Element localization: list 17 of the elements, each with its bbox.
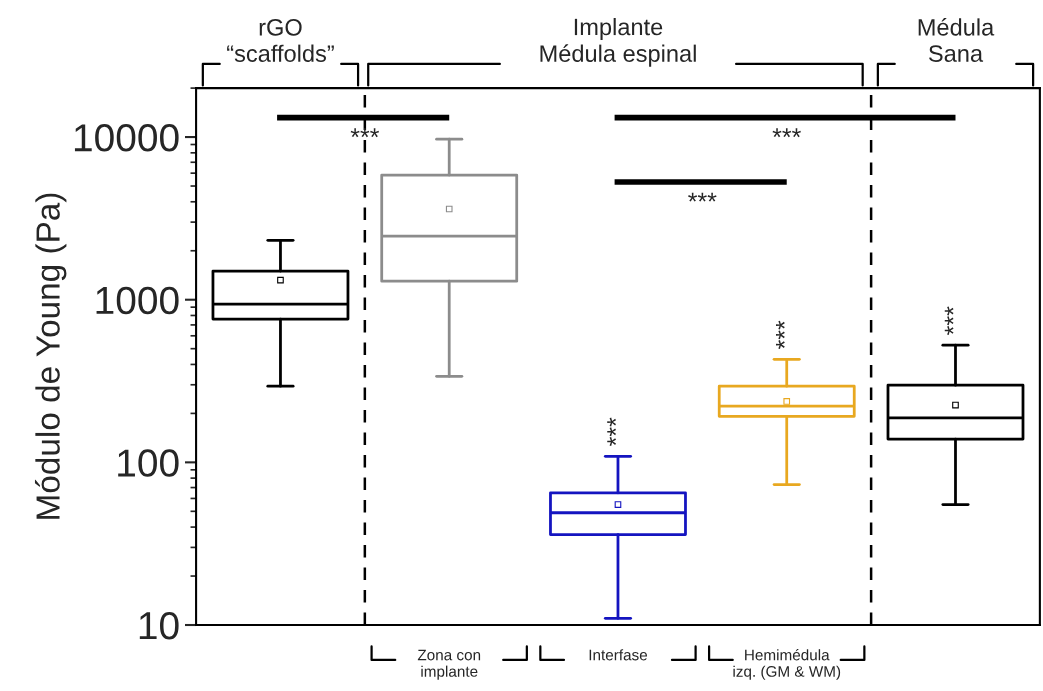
y-axis-title: Módulo de Young (Pa) [34, 193, 67, 519]
y-tick-label: 100 [118, 449, 179, 477]
annotation: *** [350, 128, 380, 138]
y-tick-label: 10 [139, 611, 179, 640]
x-tick-label: rGO “scaffolds” [227, 18, 334, 62]
text: Implante Médula espinal [540, 17, 696, 67]
x-tick-label: Médula Sana [918, 18, 995, 62]
annotation: *** [688, 192, 717, 202]
x-tick-label: Hemimédula izq. (GM & WM) [733, 648, 841, 680]
x-tick-label: Zona con implante [417, 649, 481, 680]
annotation: *** [944, 306, 954, 335]
annotation: *** [776, 320, 785, 350]
x-tick-label: Interfase [589, 649, 648, 661]
y-tick-label: 1000 [96, 286, 179, 315]
y-tick-label: 10000 [74, 124, 179, 152]
annotation: *** [607, 417, 617, 446]
annotation: *** [772, 128, 801, 138]
